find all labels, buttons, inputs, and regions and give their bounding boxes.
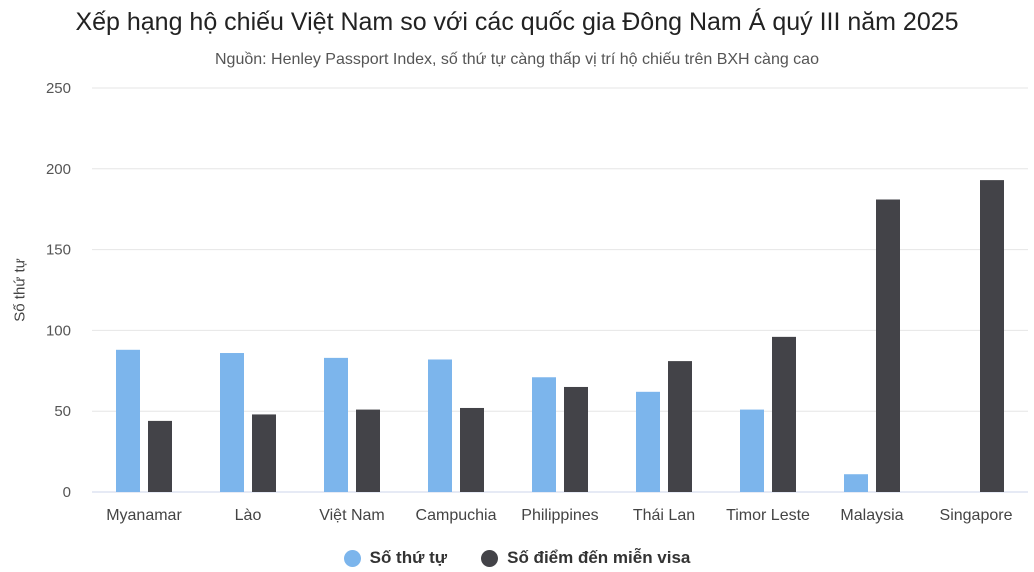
x-tick-label: Timor Leste	[726, 507, 810, 524]
bar-series-0	[636, 391, 660, 492]
bar-series-1	[564, 386, 588, 492]
legend-item-series-0[interactable]: Số thứ tự	[343, 548, 448, 568]
x-tick-label: Campuchia	[416, 507, 497, 524]
legend-label-series-0: Số thứ tự	[369, 548, 448, 567]
legend-item-series-1[interactable]: Số điểm đến miễn visa	[481, 548, 690, 568]
x-tick-label: Malaysia	[840, 507, 903, 524]
bar-series-1	[772, 336, 796, 492]
bar-series-0	[844, 474, 868, 492]
x-tick-label: Singapore	[940, 507, 1013, 524]
bar-series-1	[148, 420, 172, 492]
bar-series-0	[740, 409, 764, 492]
legend-swatch-series-0	[343, 549, 361, 567]
bar-series-1	[460, 407, 484, 492]
x-tick-label: Myanamar	[106, 507, 182, 524]
x-tick-label: Việt Nam	[319, 507, 385, 524]
y-tick-label: 250	[46, 80, 71, 97]
y-tick-label: 200	[46, 161, 71, 178]
x-tick-label: Thái Lan	[633, 507, 695, 524]
bar-series-1	[668, 361, 692, 492]
y-tick-label: 0	[63, 484, 71, 501]
bar-series-0	[532, 377, 556, 492]
y-tick-label: 50	[54, 403, 71, 420]
bar-series-1	[980, 180, 1004, 492]
bar-series-0	[116, 349, 140, 492]
x-tick-label: Lào	[235, 507, 262, 524]
y-tick-label: 150	[46, 242, 71, 259]
bar-series-0	[220, 353, 244, 492]
chart-title: Xếp hạng hộ chiếu Việt Nam so với các qu…	[75, 8, 959, 36]
bar-series-0	[324, 357, 348, 492]
bar-chart: 0 50 100 150 200 250 Myanamar Lào Việt Nam Campuc…	[46, 80, 1028, 524]
bar-series-1	[252, 414, 276, 492]
bar-series-1	[876, 199, 900, 492]
legend-label-series-1: Số điểm đến miễn visa	[507, 548, 691, 567]
legend: Số thứ tự Số điểm đến miễn visa	[0, 548, 1034, 568]
bar-series-1	[356, 409, 380, 492]
bar-series-0	[428, 359, 452, 492]
x-tick-label: Philippines	[521, 507, 598, 524]
legend-swatch-series-1	[481, 549, 499, 567]
y-tick-label: 100	[46, 322, 71, 339]
chart-subtitle: Nguồn: Henley Passport Index, số thứ tự …	[215, 51, 819, 68]
